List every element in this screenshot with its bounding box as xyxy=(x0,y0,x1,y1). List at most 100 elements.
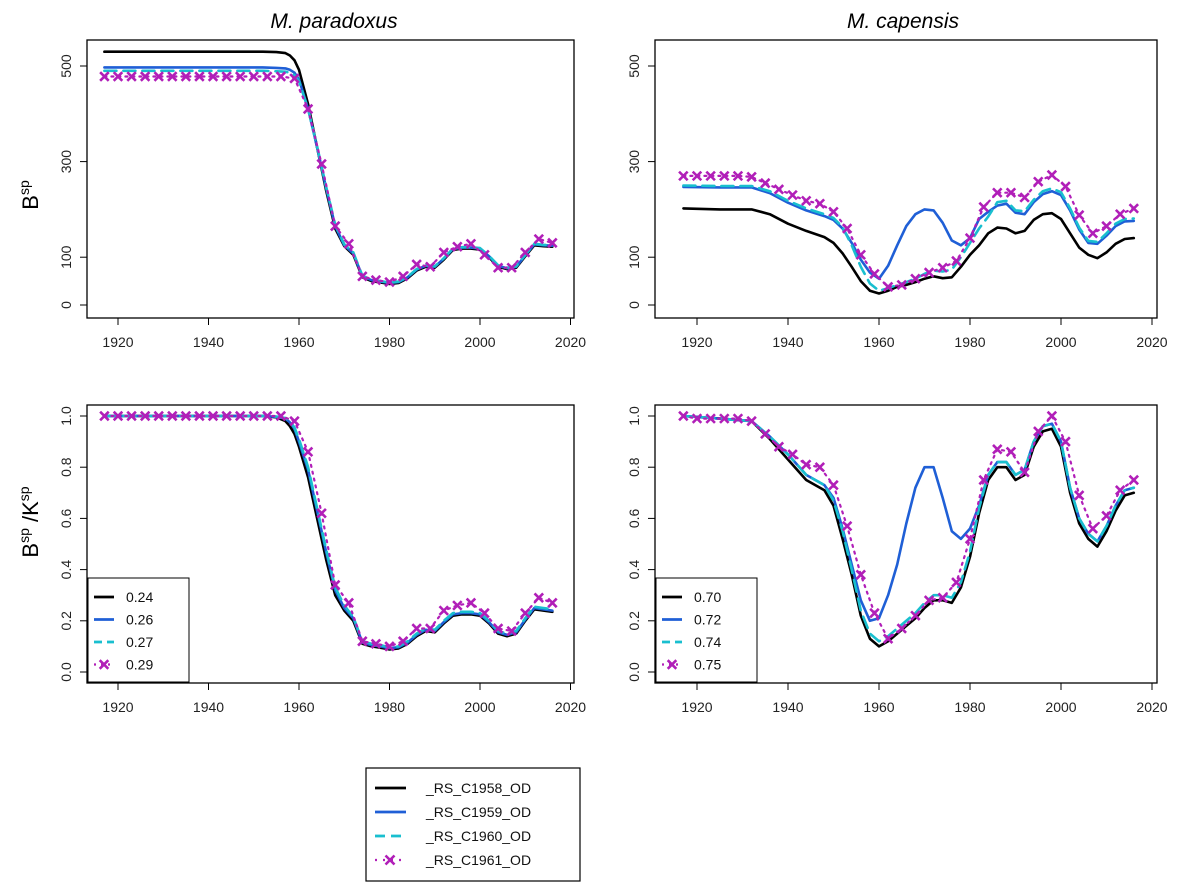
x-tick-label: 2000 xyxy=(464,699,495,715)
series-marker xyxy=(1075,211,1084,220)
y-tick-label: 100 xyxy=(626,245,642,269)
series-marker xyxy=(1089,524,1098,533)
series-marker xyxy=(829,481,838,490)
x-tick-label: 2000 xyxy=(1045,699,1076,715)
legend-label: _RS_C1959_OD xyxy=(425,804,531,820)
legend-label: 0.70 xyxy=(694,589,721,605)
y-tick-label: 1.0 xyxy=(58,406,74,426)
series-marker xyxy=(304,448,313,457)
series-marker xyxy=(1116,210,1125,219)
legend-label: 0.72 xyxy=(694,612,721,628)
series-marker xyxy=(1034,177,1043,186)
series-marker xyxy=(1089,229,1098,238)
series-marker xyxy=(440,248,449,257)
y-tick-label: 0.8 xyxy=(626,457,642,477)
y-tick-label: 500 xyxy=(626,54,642,78)
legend-label: 0.75 xyxy=(694,657,721,673)
x-tick-label: 1920 xyxy=(681,334,712,350)
x-tick-label: 2020 xyxy=(1136,699,1167,715)
x-tick-label: 1940 xyxy=(772,334,803,350)
y-tick-label: 0.4 xyxy=(58,560,74,580)
series-marker xyxy=(548,599,557,608)
y-tick-label: 0.8 xyxy=(58,457,74,477)
panel-title: M. paradoxus xyxy=(270,10,398,33)
series-marker xyxy=(775,185,784,194)
series-marker xyxy=(1048,412,1057,421)
x-tick-label: 1920 xyxy=(102,699,133,715)
series-marker xyxy=(290,417,299,426)
panel-legend: 0.70 0.72 0.74 0.75 xyxy=(656,578,757,682)
legend-label: 0.26 xyxy=(126,612,153,628)
y-tick-label: 1.0 xyxy=(626,406,642,426)
plot-frame xyxy=(87,40,574,318)
x-tick-label: 1980 xyxy=(954,699,985,715)
x-tick-label: 2020 xyxy=(1136,334,1167,350)
y-tick-label: 100 xyxy=(58,245,74,269)
series-marker xyxy=(440,606,449,615)
series-line-4 xyxy=(683,175,1133,287)
x-tick-label: 2020 xyxy=(555,699,586,715)
x-tick-label: 1980 xyxy=(374,699,405,715)
x-tick-label: 1980 xyxy=(954,334,985,350)
panel-capensis-biomass: M. capensis 1920 1940 1960 1980 2000 2020 0 100… xyxy=(626,10,1168,350)
x-tick-label: 1980 xyxy=(374,334,405,350)
y-axis-label: Bsp xyxy=(16,180,43,210)
series-marker xyxy=(1061,437,1070,446)
series-marker xyxy=(952,578,961,587)
series-marker xyxy=(1102,512,1111,521)
y-tick-label: 300 xyxy=(626,150,642,174)
legend-label: 0.74 xyxy=(694,634,721,650)
legend-label: _RS_C1961_OD xyxy=(425,852,531,868)
series-marker xyxy=(979,203,988,212)
y-tick-label: 0.2 xyxy=(626,611,642,631)
y-axis-label: Bsp /Ksp xyxy=(16,486,43,557)
shared-legend: _RS_C1958_OD_RS_C1959_OD_RS_C1960_OD_RS_… xyxy=(366,768,580,881)
panel-paradoxus-biomass: M. paradoxus Bsp 1920 1940 1960 1980 2000 202… xyxy=(16,10,586,350)
series-marker xyxy=(1102,222,1111,231)
x-tick-label: 1960 xyxy=(863,334,894,350)
series-marker xyxy=(802,196,811,205)
x-tick-label: 1940 xyxy=(772,699,803,715)
y-tick-label: 0.0 xyxy=(626,662,642,682)
series-line-3 xyxy=(683,186,1133,291)
series-marker xyxy=(412,624,421,633)
plot-frame xyxy=(655,40,1157,318)
x-tick-label: 1940 xyxy=(193,334,224,350)
series-marker xyxy=(1116,486,1125,495)
series-marker xyxy=(1020,193,1029,202)
x-tick-label: 1960 xyxy=(283,334,314,350)
series-marker xyxy=(993,445,1002,454)
x-tick-label: 1940 xyxy=(193,699,224,715)
series-line-1 xyxy=(104,52,552,284)
series-marker xyxy=(1130,204,1139,213)
y-tick-label: 0 xyxy=(626,301,642,309)
series-marker xyxy=(816,199,825,208)
panel-paradoxus-depletion: Bsp /Ksp 1920 1940 1960 1980 2000 2020 0.0 0.2 0… xyxy=(16,405,586,715)
series-line-3 xyxy=(104,71,552,283)
y-tick-label: 0 xyxy=(58,301,74,309)
panel-title: M. capensis xyxy=(847,10,960,33)
series-marker xyxy=(412,260,421,269)
series-marker xyxy=(1130,476,1139,485)
y-tick-label: 0.4 xyxy=(626,560,642,580)
y-tick-label: 0.0 xyxy=(58,662,74,682)
series-marker xyxy=(1061,182,1070,191)
series-marker xyxy=(870,609,879,618)
y-tick-label: 500 xyxy=(58,54,74,78)
series-marker xyxy=(761,179,770,188)
series-marker xyxy=(829,207,838,216)
series-marker xyxy=(1075,491,1084,500)
y-tick-label: 0.6 xyxy=(626,508,642,528)
x-tick-label: 1960 xyxy=(863,699,894,715)
series-marker xyxy=(535,593,544,602)
x-tick-label: 1920 xyxy=(681,699,712,715)
x-tick-label: 2000 xyxy=(464,334,495,350)
legend-label: 0.27 xyxy=(126,634,153,650)
series-marker xyxy=(843,522,852,531)
y-tick-label: 0.2 xyxy=(58,611,74,631)
legend-label: _RS_C1958_OD xyxy=(425,780,531,796)
series-marker xyxy=(1048,171,1057,180)
legend-label: 0.24 xyxy=(126,589,153,605)
y-tick-label: 300 xyxy=(58,150,74,174)
